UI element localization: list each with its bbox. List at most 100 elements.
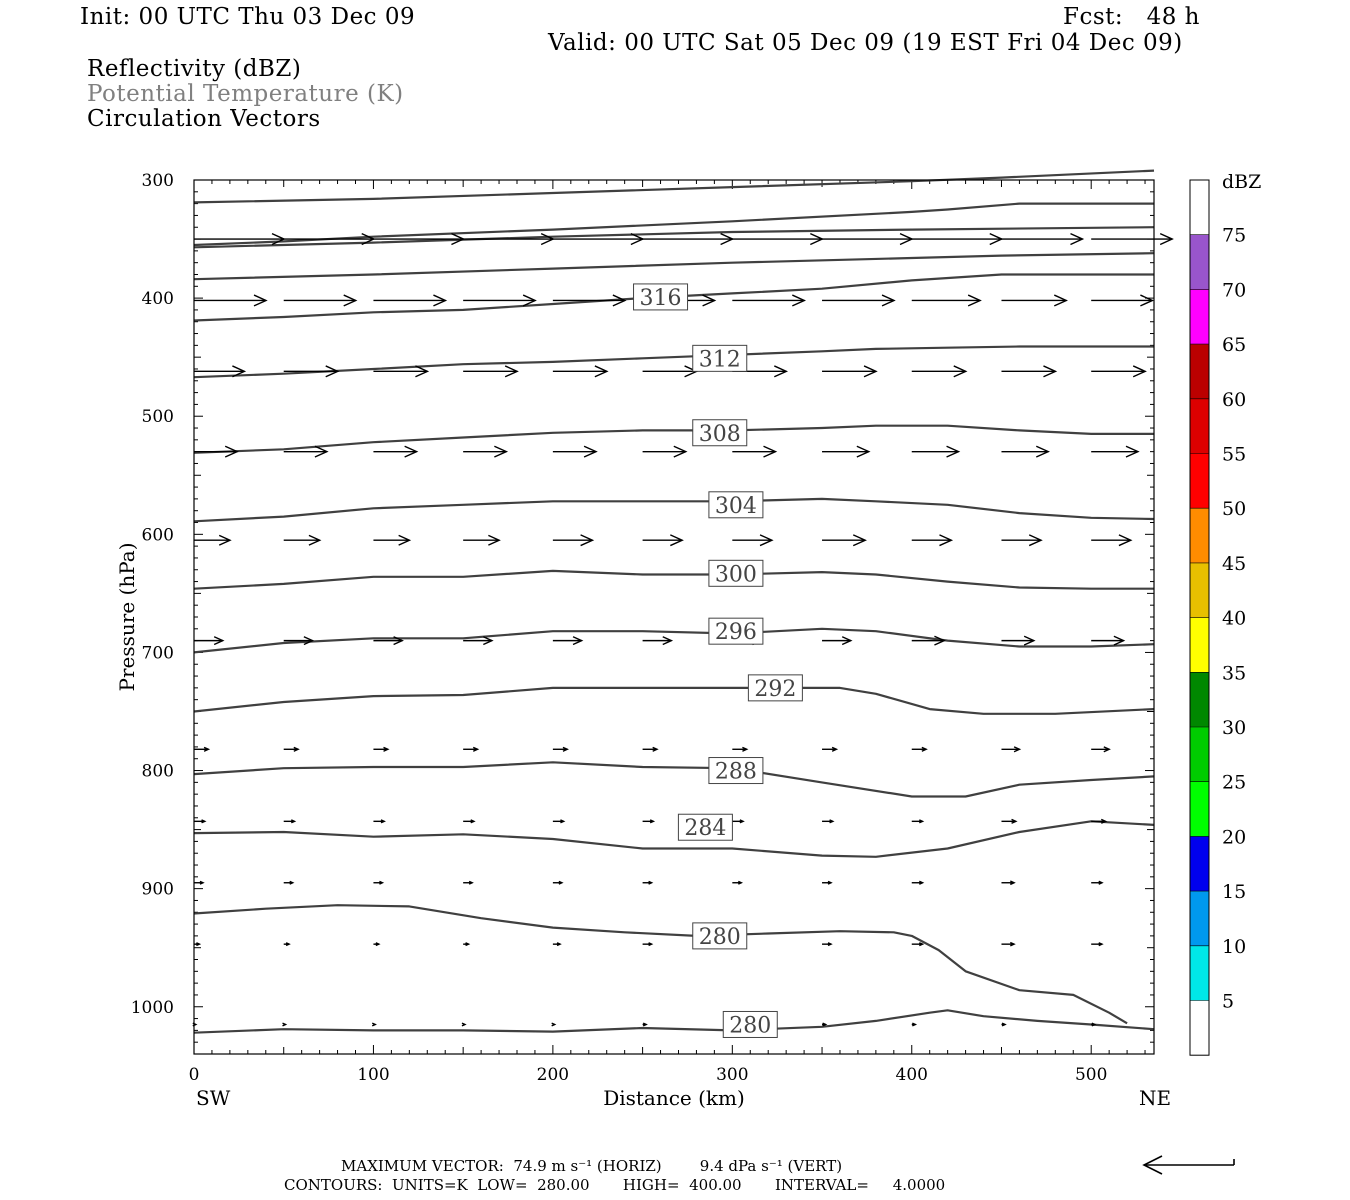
vector-arrowhead: [827, 880, 833, 885]
vector-arrowhead: [1035, 445, 1050, 458]
vector-arrowhead: [433, 294, 448, 307]
vector-arrowhead: [738, 880, 744, 885]
x-end-label-right: NE: [1139, 1086, 1171, 1110]
contour-label: 300: [715, 562, 757, 587]
vector-arrowhead: [488, 534, 501, 546]
contour-label: 296: [715, 620, 757, 645]
colorbar-swatch: [1190, 672, 1209, 727]
vector-arrowhead: [852, 534, 867, 547]
vector-arrowhead: [1098, 880, 1104, 885]
y-tick-label: 500: [142, 407, 174, 427]
vector-arrowhead: [562, 746, 569, 752]
cross-section-chart: 280 280 284 288 292 296 300 304 308 312 316 0 100 20…: [115, 169, 1261, 1110]
contour-label: 316: [640, 286, 682, 311]
vector-arrowhead: [649, 819, 656, 824]
colorbar-swatch: [1190, 398, 1209, 454]
vector-arrowhead: [792, 294, 807, 307]
vector-arrowhead: [1113, 635, 1126, 646]
colorbar-level-label: 40: [1222, 608, 1246, 630]
vector-arrowhead: [203, 746, 211, 752]
vector-arrowhead: [1159, 233, 1174, 246]
field-potential-temperature: Potential Temperature (K): [87, 81, 404, 107]
valid-time: Valid: 00 UTC Sat 05 Dec 09 (19 EST Fri …: [548, 30, 1183, 56]
vector-arrowhead: [375, 942, 381, 947]
contour-label-box: [677, 813, 733, 841]
contour-label-box: [633, 283, 689, 311]
vector-arrowhead: [856, 445, 871, 458]
contour-label-box: [692, 419, 748, 447]
vector-arrowhead: [946, 445, 961, 458]
vector-arrowhead: [673, 445, 688, 458]
vector-arrowhead: [468, 880, 474, 885]
vector-arrowhead: [822, 1022, 828, 1027]
colorbar-level-label: 35: [1222, 662, 1246, 684]
vector-arrowhead: [967, 294, 982, 307]
theta-contour-304: [193, 497, 1155, 523]
contour-label: 284: [684, 816, 726, 841]
vector-arrowhead: [303, 636, 315, 646]
theta-contour-300: [193, 569, 1154, 590]
vector-arrowhead: [253, 294, 268, 307]
vector-arrowhead: [702, 294, 717, 307]
vector-arrowhead: [383, 746, 390, 752]
x-tick-label: 300: [716, 1065, 748, 1085]
vector-arrowhead: [556, 942, 562, 947]
contour-label-box: [692, 344, 748, 372]
vector-arrowhead: [289, 880, 295, 885]
colorbar-swatch: [1190, 1000, 1209, 1056]
vector-arrowhead: [224, 445, 239, 458]
vector-arrowhead: [612, 294, 627, 307]
vector-arrowhead: [201, 819, 207, 824]
contour-label: 280: [729, 1013, 771, 1038]
vector-arrowhead: [1010, 941, 1016, 947]
y-tick-label: 800: [142, 762, 174, 782]
contour-label-box: [708, 559, 764, 587]
vector-arrowhead: [404, 445, 419, 458]
colorbar-level-label: 55: [1222, 444, 1246, 466]
vector-arrowhead: [1140, 294, 1155, 307]
colorbar-swatch: [1190, 180, 1209, 235]
x-tick-label: 100: [357, 1065, 389, 1085]
colorbar-level-label: 10: [1222, 936, 1246, 958]
colorbar-level-label: 25: [1222, 772, 1246, 794]
vector-arrowhead: [827, 942, 833, 947]
vector-arrowhead: [670, 534, 684, 547]
axis-labels: 0 100 200 300 400 500 300 400 500 600 700 800 900 100…: [115, 171, 1171, 1110]
vector-arrowhead: [1028, 534, 1043, 547]
vector-arrowhead: [1100, 818, 1108, 824]
theta-contour-unlabeled: [193, 226, 1155, 249]
colorbar-swatch: [1190, 836, 1209, 892]
contour-label-box: [708, 757, 764, 785]
contour-label: 312: [699, 347, 741, 372]
vector-arrowhead: [1098, 942, 1104, 947]
vector-arrowhead: [934, 635, 946, 646]
contour-label-box: [747, 674, 803, 702]
vector-arrowhead: [1103, 746, 1111, 753]
theta-contour-280: [193, 1009, 1155, 1034]
contour-label-box: [692, 922, 748, 950]
vector-arrowhead: [470, 819, 476, 824]
vector-arrowhead: [759, 534, 774, 547]
colorbar-level-label: 45: [1222, 553, 1246, 575]
vector-arrowhead: [415, 365, 430, 378]
vector-arrowhead: [285, 942, 291, 947]
vector-arrowhead: [213, 636, 225, 646]
vector-arrowhead: [371, 1022, 377, 1027]
theta-contour-unlabeled: [193, 252, 1155, 281]
colorbar-level-label: 70: [1222, 279, 1246, 301]
theta-contour-unlabeled: [193, 169, 1155, 204]
vector-arrowhead: [314, 445, 329, 458]
contour-label: 304: [715, 494, 757, 519]
vector-arrowhead: [560, 819, 566, 824]
colorbar-swatch: [1190, 289, 1209, 345]
vector-arrowhead: [199, 880, 205, 885]
y-tick-label: 300: [142, 171, 174, 191]
theta-contour-288: [193, 761, 1155, 798]
vector-arrowhead: [461, 1022, 467, 1027]
colorbar-swatch: [1190, 727, 1209, 782]
x-tick-label: 200: [537, 1065, 569, 1085]
vector-arrowhead: [522, 294, 537, 307]
reference-vector: [1140, 1150, 1240, 1180]
colorbar-swatch: [1190, 945, 1209, 1001]
vector-arrowhead: [1125, 445, 1140, 458]
